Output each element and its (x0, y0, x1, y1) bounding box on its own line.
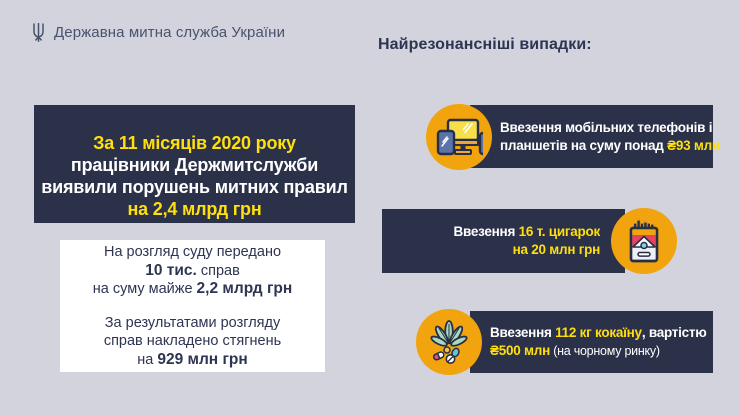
case-cigarettes-value1: 16 т. цигарок (518, 224, 601, 239)
court-p2-line3-pre: на (137, 351, 158, 368)
case-cigarettes-line1: Ввезення 16 т. цигарок (382, 223, 600, 241)
case-cocaine-icon-circle (416, 309, 482, 375)
org-name: Державна митна служба України (54, 24, 286, 41)
main-stat-box: За 11 місяців 2020 року працівники Держм… (34, 105, 355, 223)
case-phones-line2: планшетів на суму понад ₴93 млн (500, 137, 720, 155)
cases-heading: Найрезонансніші випадки: (378, 36, 592, 53)
court-p1-value2: 2,2 млрд грн (196, 280, 293, 297)
court-p2-line1: За результатами розгляду (104, 314, 281, 331)
case-phones-icon-circle (426, 104, 492, 170)
case-cocaine-text2: , вартістю (641, 325, 707, 340)
court-p1-line3-pre: на суму майже (92, 281, 197, 297)
court-p2-line2: справ накладено стягнень (103, 333, 282, 349)
case-cocaine-text1: Ввезення (490, 325, 556, 340)
brand-header: Державна митна служба України (32, 23, 285, 42)
main-stat-line2: працівники Держмитслужби (70, 155, 319, 175)
court-paragraph-1: На розгляд суду передано 10 тис. справ н… (60, 243, 325, 299)
court-p1-value1: 10 тис. (145, 261, 197, 279)
case-phones-text2: планшетів на суму понад (500, 137, 668, 153)
court-p2-value: 929 млн грн (157, 350, 248, 368)
court-stats-box: На розгляд суду передано 10 тис. справ н… (60, 240, 325, 372)
drugs-icon (430, 320, 468, 364)
main-stat-line4: на 2,4 млрд грн (127, 199, 262, 219)
court-p1-line2-rest: справ (196, 262, 240, 279)
main-stat-line1: За 11 місяців 2020 року (93, 133, 296, 153)
case-cigarettes-value2: на 20 млн грн (512, 242, 601, 257)
case-cocaine-value1: 112 кг кокаїну (555, 325, 642, 340)
cigarettes-icon (629, 218, 659, 263)
case-cocaine-box: Ввезення 112 кг кокаїну, вартістю ₴500 м… (470, 311, 713, 373)
trident-icon (33, 23, 44, 42)
court-paragraph-2: За результатами розгляду справ накладено… (60, 314, 325, 370)
case-cigarettes-text1: Ввезення (453, 224, 519, 239)
main-stat-line3: виявили порушень митних правил (41, 177, 348, 197)
court-p1-line1: На розгляд суду передано (103, 244, 282, 260)
devices-icon (436, 118, 483, 156)
case-cigarettes-icon-circle (611, 208, 677, 274)
case-cocaine-line1: Ввезення 112 кг кокаїну, вартістю (490, 324, 713, 342)
case-phones-text1: Ввезення мобільних телефонів і (500, 119, 713, 135)
case-cigarettes-box: Ввезення 16 т. цигарок на 20 млн грн (382, 209, 625, 273)
case-phones-box: Ввезення мобільних телефонів і планшетів… (470, 105, 720, 168)
case-phones-value: ₴93 млн (667, 137, 720, 153)
case-cocaine-value2: ₴500 млн (490, 343, 550, 358)
case-cocaine-note: (на чорному ринку) (550, 344, 660, 358)
case-phones-line1: Ввезення мобільних телефонів і (500, 119, 713, 137)
case-cigarettes-line2: на 20 млн грн (382, 241, 601, 259)
case-cocaine-line2: ₴500 млн (на чорному ринку) (490, 342, 713, 360)
